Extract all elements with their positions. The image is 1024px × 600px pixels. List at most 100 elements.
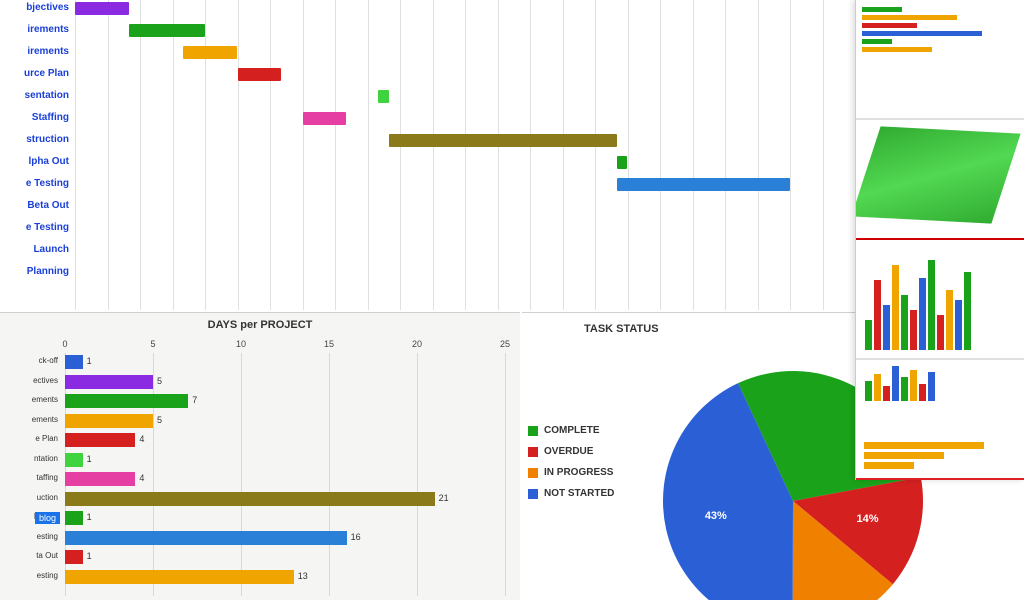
days-value: 1: [87, 356, 92, 366]
days-row-label: esting: [0, 532, 58, 541]
days-value: 5: [157, 376, 162, 386]
days-bar: [65, 394, 188, 408]
task-status-legend: COMPLETE OVERDUE IN PROGRESS NOT STARTED: [528, 425, 648, 509]
days-value: 1: [87, 454, 92, 464]
days-value: 13: [298, 571, 308, 581]
task-status-title: TASK STATUS: [584, 323, 659, 335]
gantt-row-label: urce Plan: [24, 68, 69, 79]
legend-swatch: [528, 489, 538, 499]
days-row: ectives 5: [0, 373, 520, 393]
gantt-bar: [183, 46, 237, 59]
gantt-bar: [238, 68, 281, 81]
legend-swatch: [528, 426, 538, 436]
days-chart-title: DAYS per PROJECT: [0, 319, 520, 331]
days-bar: [65, 550, 83, 564]
days-row-label: ntation: [0, 454, 58, 463]
legend-label: OVERDUE: [544, 446, 593, 457]
days-value: 7: [192, 395, 197, 405]
gantt-row-labels: bjectives irements irements urce Plan sentat…: [0, 0, 75, 310]
gantt-row-label: Launch: [33, 244, 69, 255]
days-bar: [65, 433, 135, 447]
days-axis-tick: 15: [324, 339, 334, 349]
days-bar: [65, 414, 153, 428]
gantt-row-label: struction: [26, 134, 69, 145]
gantt-row-label: Staffing: [32, 112, 69, 123]
days-row: ha Out1: [0, 509, 520, 529]
days-value: 1: [87, 512, 92, 522]
days-row-label: ta Out: [0, 551, 58, 560]
gantt-row-label: bjectives: [26, 2, 69, 13]
gantt-row-label: sentation: [25, 90, 69, 101]
days-value: 16: [351, 532, 361, 542]
gantt-row-label: irements: [27, 24, 69, 35]
gantt-row-label: lpha Out: [28, 156, 69, 167]
days-value: 21: [439, 493, 449, 503]
sidebar-thumb[interactable]: [856, 120, 1024, 240]
days-bar: [65, 531, 347, 545]
gantt-grid: [75, 0, 855, 310]
days-row: taffing4: [0, 470, 520, 490]
legend-label: IN PROGRESS: [544, 467, 613, 478]
sidebar-thumb[interactable]: [856, 360, 1024, 480]
gantt-bar: [129, 24, 205, 37]
days-row-label: e Plan: [0, 434, 58, 443]
gantt-bar: [378, 90, 389, 103]
days-axis-tick: 25: [500, 339, 510, 349]
gantt-bar: [617, 156, 628, 169]
days-row: ck-off 1: [0, 353, 520, 373]
gantt-row-label: e Testing: [26, 178, 69, 189]
sidebar-thumb[interactable]: [856, 240, 1024, 360]
days-row: esting 13: [0, 568, 520, 588]
days-row: esting 16: [0, 529, 520, 549]
sidebar-thumbnails: [855, 0, 1024, 480]
days-chart-rows: ck-off 1 ectives 5 ements 7 ements 5 e Plan 4 ntat…: [0, 353, 520, 587]
days-value: 5: [157, 415, 162, 425]
gantt-row-label: e Testing: [26, 222, 69, 233]
legend-label: NOT STARTED: [544, 488, 614, 499]
days-row-label: ck-off: [0, 356, 58, 365]
gantt-row-label: Planning: [27, 266, 69, 277]
days-bar: [65, 472, 135, 486]
days-row-label: ements: [0, 415, 58, 424]
task-status-panel: TASK STATUS COMPLETE OVERDUE IN PROGRESS NO…: [522, 312, 855, 600]
days-row-label: uction: [0, 493, 58, 502]
days-bar: [65, 375, 153, 389]
legend-item: NOT STARTED: [528, 488, 648, 499]
days-bar: [65, 453, 83, 467]
days-row: ements 7: [0, 392, 520, 412]
days-chart-axis: 0510152025: [65, 339, 505, 353]
sidebar-thumb[interactable]: [856, 0, 1024, 120]
days-value: 1: [87, 551, 92, 561]
days-value: 4: [139, 473, 144, 483]
days-row-label: esting: [0, 571, 58, 580]
gantt-bar: [617, 178, 790, 191]
days-axis-tick: 0: [62, 339, 67, 349]
legend-swatch: [528, 447, 538, 457]
gantt-bar: [303, 112, 346, 125]
legend-item: OVERDUE: [528, 446, 648, 457]
days-axis-tick: 20: [412, 339, 422, 349]
days-row-label: ectives: [0, 376, 58, 385]
days-per-project-chart: DAYS per PROJECT 0510152025 ck-off1ectiv…: [0, 312, 520, 600]
pie-pct-label: 43%: [705, 510, 727, 522]
days-row: e Plan 4: [0, 431, 520, 451]
days-bar: [65, 570, 294, 584]
legend-label: COMPLETE: [544, 425, 600, 436]
days-bar: [65, 492, 435, 506]
days-axis-tick: 5: [150, 339, 155, 349]
gantt-bar: [75, 2, 129, 15]
pie-pct-label: 14%: [856, 513, 878, 525]
days-value: 4: [139, 434, 144, 444]
blog-overlay-tag: blog: [35, 512, 60, 524]
gantt-chart: bjectives irements irements urce Plan sentat…: [0, 0, 855, 310]
days-bar: [65, 355, 83, 369]
days-row: ta Out 1: [0, 548, 520, 568]
legend-item: COMPLETE: [528, 425, 648, 436]
days-row-label: ements: [0, 395, 58, 404]
gantt-row-label: Beta Out: [27, 200, 69, 211]
gantt-bar: [389, 134, 617, 147]
days-row: ntation 1: [0, 451, 520, 471]
gantt-row-label: irements: [27, 46, 69, 57]
legend-swatch: [528, 468, 538, 478]
days-axis-tick: 10: [236, 339, 246, 349]
